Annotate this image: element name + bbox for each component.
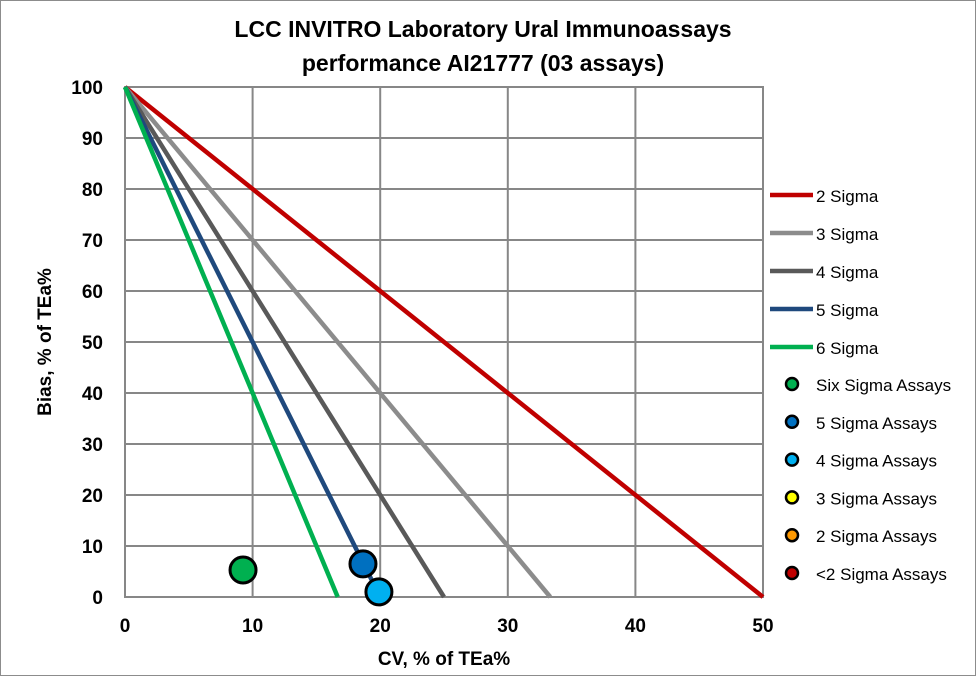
legend-label: 3 Sigma Assays (816, 489, 937, 508)
y-tick-label: 10 (82, 537, 103, 558)
y-tick-label: 90 (82, 129, 103, 150)
assay-point (348, 549, 378, 579)
y-tick-label: 20 (82, 486, 103, 507)
x-tick-label: 40 (625, 616, 646, 637)
chart-title-line-2: performance AI21777 (03 assays) (302, 50, 664, 76)
legend-label: 2 Sigma Assays (816, 527, 937, 546)
chart-title-line-1: LCC INVITRO Laboratory Ural Immunoassays (234, 16, 731, 42)
legend-marker-swatch (784, 490, 800, 505)
legend-label: 2 Sigma (816, 187, 879, 206)
x-tick-label: 50 (752, 616, 773, 637)
legend-marker-swatch (784, 565, 800, 581)
legend-label: 5 Sigma Assays (816, 414, 937, 433)
y-tick-label: 50 (82, 333, 103, 354)
y-tick-label: 40 (82, 384, 103, 405)
sigma-line (123, 85, 553, 599)
y-tick-label: 30 (82, 435, 103, 456)
y-tick-label: 70 (82, 231, 103, 252)
y-tick-label: 0 (92, 588, 103, 609)
sigma-line (122, 86, 340, 598)
legend-marker-swatch (784, 452, 800, 467)
sigma-line (123, 85, 765, 599)
y-tick-label: 60 (82, 282, 103, 303)
x-tick-label: 0 (120, 616, 131, 637)
x-axis-label: CV, % of TEa% (378, 649, 510, 670)
legend-label: Six Sigma Assays (816, 376, 951, 395)
legend-label: 4 Sigma Assays (816, 452, 937, 471)
legend-label: 5 Sigma (816, 301, 879, 320)
legend-label: 6 Sigma (816, 339, 879, 358)
legend-marker-swatch (784, 527, 800, 543)
y-tick-label: 80 (82, 180, 103, 201)
sigma-line (123, 85, 446, 599)
y-tick-label: 100 (71, 78, 103, 99)
assay-point (228, 555, 258, 585)
x-tick-label: 20 (370, 616, 391, 637)
legend-label: <2 Sigma Assays (816, 565, 947, 584)
legend-marker-swatch (784, 414, 800, 430)
legend-label: 4 Sigma (816, 263, 879, 282)
y-axis-label: Bias, % of TEa% (35, 268, 56, 416)
sigma-line (122, 85, 383, 599)
x-tick-label: 30 (497, 616, 518, 637)
assay-point (364, 577, 394, 607)
x-tick-label: 10 (242, 616, 263, 637)
legend-label: 3 Sigma (816, 225, 879, 244)
legend-marker-swatch (784, 376, 800, 392)
